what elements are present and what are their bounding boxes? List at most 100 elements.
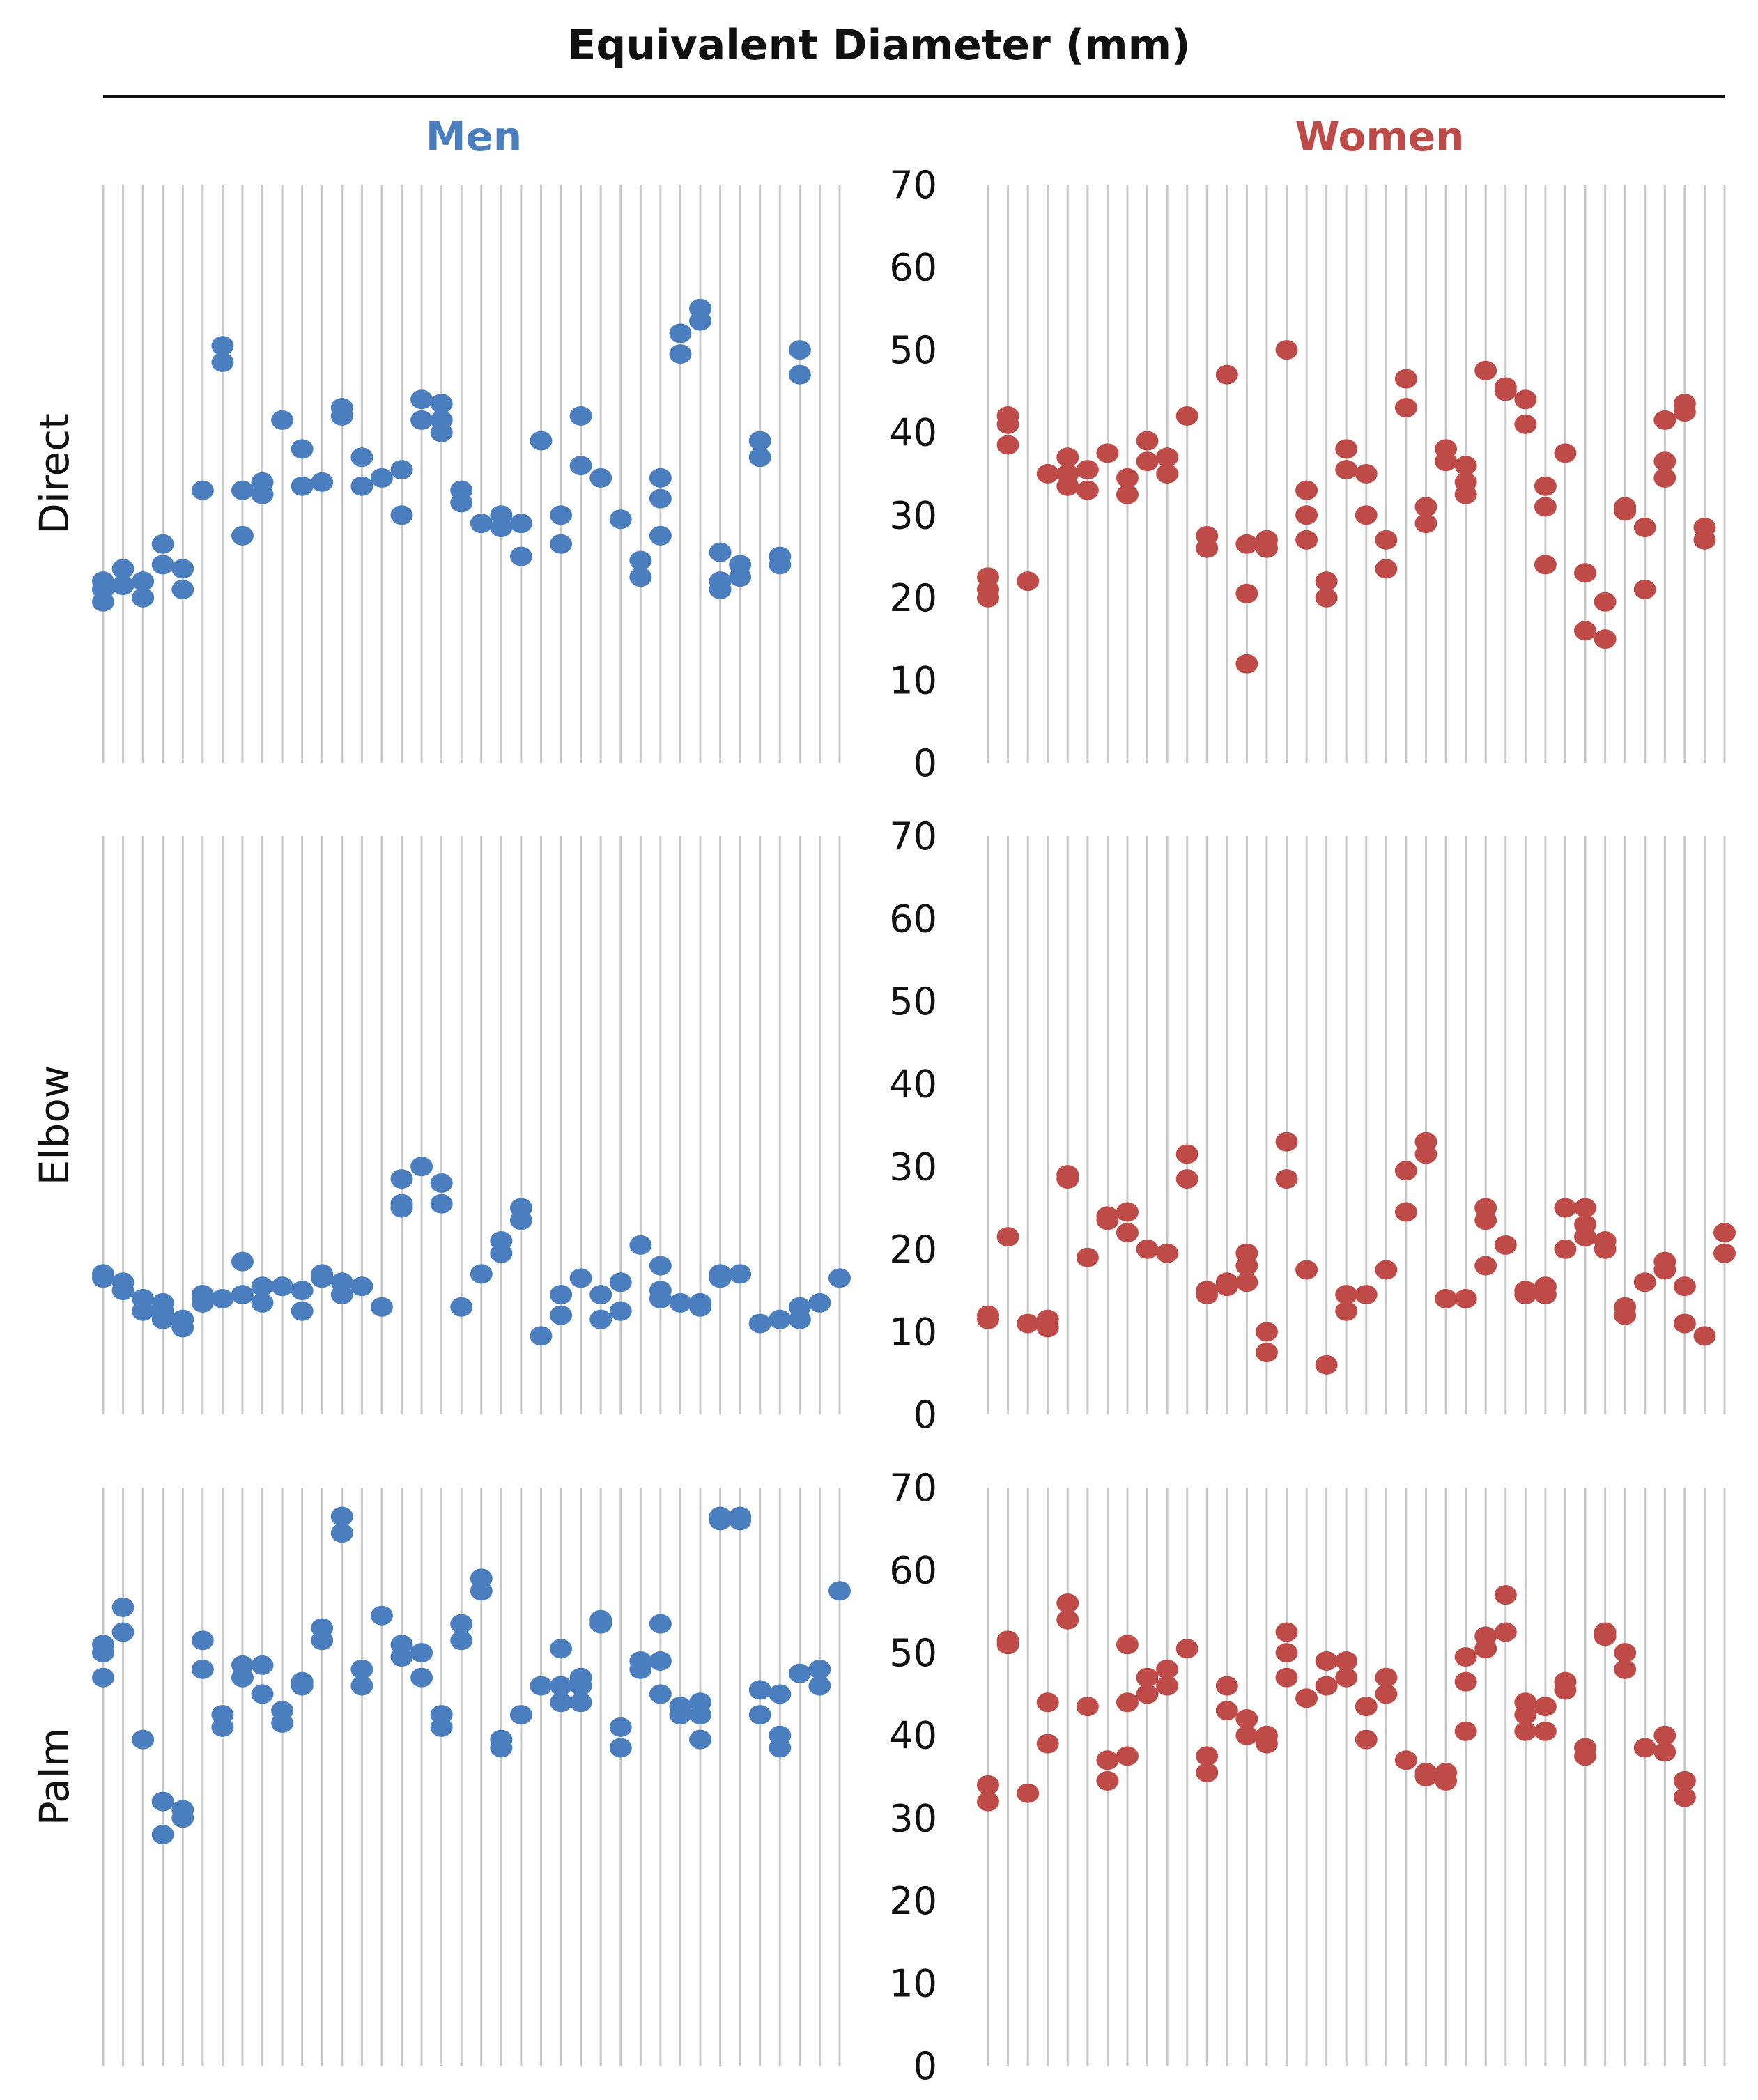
data-point-direct-men [271, 410, 294, 430]
data-point-direct-women [1315, 571, 1338, 592]
y-tick-label: 70 [889, 163, 937, 207]
data-point-direct-women [1494, 377, 1517, 397]
data-point-palm-women [1474, 1626, 1497, 1646]
data-point-direct-men [410, 389, 433, 410]
data-point-palm-women [996, 1630, 1019, 1651]
data-point-elbow-men [729, 1264, 752, 1284]
data-point-direct-women [1653, 410, 1676, 430]
data-point-elbow-women [1096, 1206, 1119, 1226]
data-point-palm-men [808, 1676, 831, 1696]
y-tick-label: 70 [889, 814, 937, 858]
data-point-direct-men [430, 394, 453, 414]
data-point-palm-men [509, 1705, 532, 1725]
data-point-palm-women [1116, 1635, 1139, 1655]
data-point-palm-men [92, 1667, 114, 1688]
data-point-elbow-men [808, 1292, 831, 1313]
data-point-elbow-women [1136, 1239, 1159, 1259]
data-point-direct-women [1017, 571, 1040, 592]
data-point-palm-women [1673, 1770, 1696, 1791]
data-point-elbow-men [748, 1313, 771, 1334]
data-point-direct-men [589, 468, 612, 488]
data-point-direct-women [1653, 468, 1676, 488]
data-point-elbow-women [1295, 1260, 1318, 1280]
data-point-direct-women [1454, 472, 1477, 492]
data-point-palm-men [530, 1676, 553, 1696]
data-point-elbow-men [92, 1264, 114, 1284]
data-point-direct-women [1375, 559, 1398, 579]
data-point-direct-men [689, 298, 712, 318]
data-point-elbow-men [350, 1276, 373, 1297]
data-point-palm-men [748, 1705, 771, 1725]
data-point-direct-men [111, 559, 134, 579]
data-point-elbow-women [1574, 1198, 1597, 1218]
data-point-palm-men [629, 1651, 652, 1671]
data-point-elbow-women [1215, 1272, 1238, 1292]
data-point-direct-women [1614, 497, 1637, 517]
data-point-direct-women [1076, 460, 1099, 480]
data-point-direct-women [1076, 480, 1099, 500]
data-point-direct-women [1435, 439, 1458, 459]
data-point-direct-women [1474, 360, 1497, 380]
data-point-elbow-men [629, 1235, 652, 1255]
data-point-direct-women [996, 435, 1019, 455]
data-point-palm-men [669, 1697, 692, 1717]
data-point-elbow-women [1653, 1251, 1676, 1272]
data-point-direct-women [1514, 389, 1537, 410]
data-point-elbow-women [1474, 1256, 1497, 1276]
data-point-elbow-men [251, 1292, 274, 1313]
data-point-palm-men [350, 1676, 373, 1696]
y-tick-label: 0 [913, 2044, 937, 2088]
data-point-direct-men [470, 514, 493, 534]
data-point-direct-women [1594, 629, 1617, 649]
data-point-direct-women [1156, 447, 1179, 468]
data-point-palm-women [1096, 1770, 1119, 1791]
data-point-elbow-women [1116, 1223, 1139, 1243]
data-point-direct-men [311, 472, 334, 492]
data-point-elbow-women [1036, 1309, 1059, 1329]
data-point-palm-men [769, 1684, 792, 1704]
data-point-elbow-men [430, 1194, 453, 1214]
data-point-palm-men [151, 1791, 174, 1812]
y-tick-label: 30 [889, 1145, 937, 1189]
data-point-elbow-women [1076, 1247, 1099, 1267]
data-point-direct-men [649, 488, 672, 509]
data-point-direct-men [231, 480, 254, 500]
data-point-elbow-women [1673, 1313, 1696, 1334]
data-point-elbow-men [231, 1251, 254, 1272]
data-point-palm-men [191, 1630, 214, 1651]
data-point-elbow-women [1116, 1202, 1139, 1222]
data-point-elbow-men [649, 1281, 672, 1301]
data-point-elbow-men [390, 1169, 413, 1189]
y-tick-label: 10 [889, 658, 937, 702]
data-point-palm-women [1494, 1622, 1517, 1642]
data-point-direct-women [1394, 398, 1417, 418]
data-point-direct-women [1414, 514, 1437, 534]
data-point-palm-men [251, 1684, 274, 1704]
data-point-direct-men [788, 340, 811, 360]
data-point-direct-men [211, 352, 234, 372]
data-point-palm-women [1056, 1609, 1079, 1630]
data-point-direct-women [1116, 468, 1139, 488]
data-point-palm-men [171, 1800, 194, 1820]
data-point-elbow-men [330, 1272, 353, 1292]
data-point-direct-women [1594, 592, 1617, 612]
data-point-direct-women [1136, 431, 1159, 451]
data-point-direct-men [509, 546, 532, 566]
data-point-palm-men [609, 1738, 632, 1758]
data-point-elbow-men [589, 1285, 612, 1305]
data-point-palm-men [450, 1614, 473, 1634]
data-point-elbow-women [1255, 1322, 1278, 1342]
data-point-elbow-men [191, 1285, 214, 1305]
data-point-palm-men [729, 1506, 752, 1527]
data-point-direct-men [649, 468, 672, 488]
data-point-elbow-women [996, 1227, 1019, 1247]
y-tick-label: 20 [889, 1228, 937, 1272]
data-point-palm-women [1215, 1676, 1238, 1696]
data-point-direct-women [1156, 464, 1179, 484]
data-point-elbow-men [709, 1264, 732, 1284]
data-point-elbow-men [151, 1292, 174, 1313]
data-point-elbow-men [251, 1276, 274, 1297]
data-point-direct-women [1355, 464, 1378, 484]
data-point-direct-men [251, 472, 274, 492]
data-point-palm-men [828, 1581, 851, 1601]
